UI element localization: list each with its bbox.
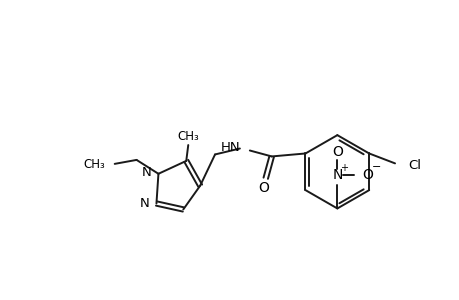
Text: O: O	[331, 145, 342, 159]
Text: Cl: Cl	[407, 159, 420, 172]
Text: N: N	[331, 168, 342, 182]
Text: O: O	[362, 168, 373, 182]
Text: CH₃: CH₃	[177, 130, 199, 142]
Text: +: +	[340, 163, 347, 173]
Text: N: N	[141, 166, 151, 179]
Text: CH₃: CH₃	[83, 158, 105, 171]
Text: O: O	[258, 181, 269, 195]
Text: −: −	[370, 162, 380, 172]
Text: HN: HN	[220, 141, 240, 154]
Text: N: N	[140, 197, 149, 210]
